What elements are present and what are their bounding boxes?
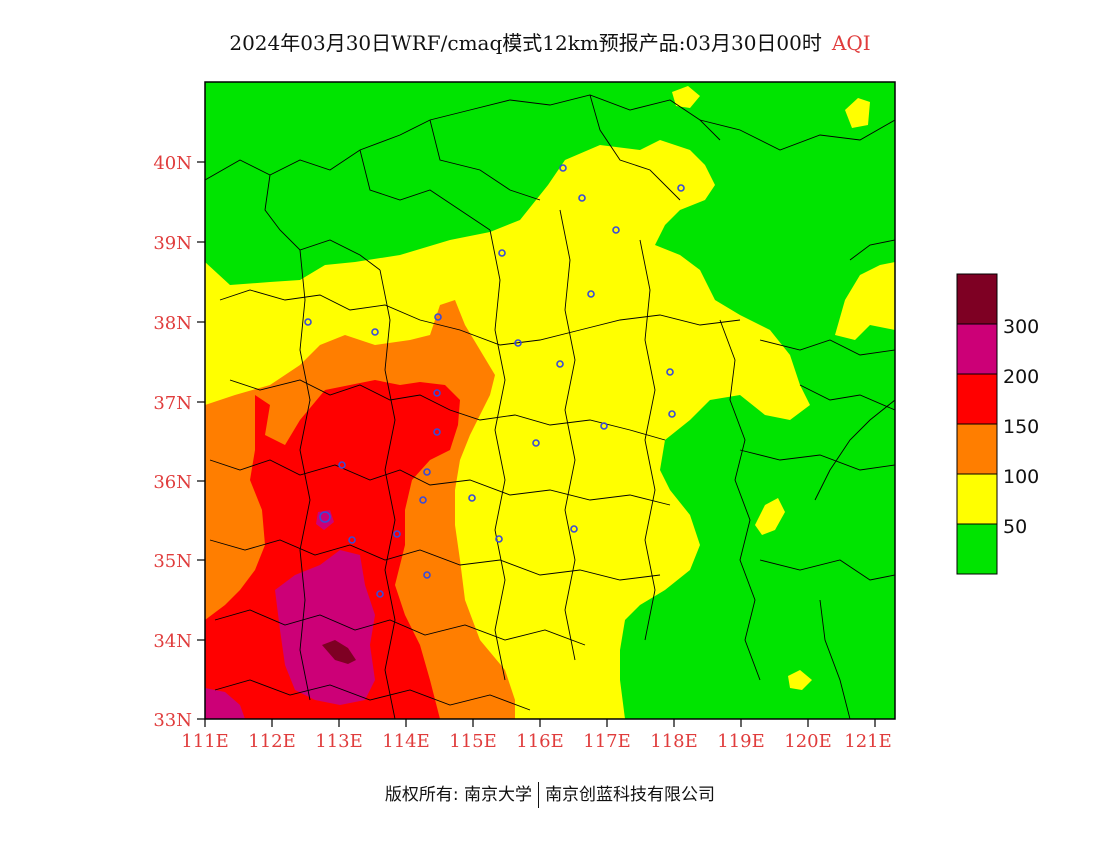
lon-tick-label: 114E (382, 731, 430, 752)
lon-tick-label: 111E (181, 731, 229, 752)
lat-tick-label: 33N (153, 710, 192, 731)
lat-tick-label: 34N (153, 631, 192, 652)
footer-company: 南京创蓝科技有限公司 (545, 785, 716, 805)
legend-swatch-unhealthy (956, 373, 998, 425)
aqi-region-moderate-east (835, 262, 895, 340)
legend-labels: 300 200 150 100 50 (1003, 316, 1039, 538)
aqi-region-moderate-patch (845, 98, 870, 128)
footer-credits: 版权所有: 南京大学 南京创蓝科技有限公司 (0, 780, 1100, 808)
lon-tick-label: 120E (784, 731, 832, 752)
lon-tick-label: 113E (315, 731, 363, 752)
lon-tick-label: 119E (717, 731, 765, 752)
aqi-field (205, 82, 895, 719)
aqi-region-moderate-coast (755, 498, 785, 535)
legend-label: 300 (1003, 316, 1039, 338)
lon-tick-label: 115E (449, 731, 497, 752)
map-title: 2024年03月30日WRF/cmaq模式12km预报产品:03月30日00时 A… (0, 27, 1100, 56)
title-main: 2024年03月30日WRF/cmaq模式12km预报产品:03月30日00时 (229, 31, 822, 55)
legend-swatch-unhealthy-sensitive (956, 423, 998, 475)
lat-tick-label: 36N (153, 472, 192, 493)
aqi-region-moderate-patch-2 (672, 86, 700, 108)
lat-tick-label: 39N (153, 233, 192, 254)
legend-colorbar (956, 273, 998, 575)
lat-tick-label: 37N (153, 393, 192, 414)
legend-label: 150 (1003, 416, 1039, 438)
plot-frame (204, 81, 896, 720)
legend-swatch-good (956, 523, 998, 575)
aqi-region-very-unhealthy-sw (205, 688, 245, 719)
legend-label: 200 (1003, 366, 1039, 388)
lat-tick-label: 35N (153, 551, 192, 572)
lat-tick-labels: 40N 39N 38N 37N 36N 35N 34N 33N (153, 153, 192, 731)
lat-tick-label: 38N (153, 313, 192, 334)
lat-axis (197, 161, 205, 720)
legend-swatch-hazardous (956, 273, 998, 325)
footer-copyright: 版权所有: 南京大学 (384, 785, 533, 805)
lon-tick-labels: 111E 112E 113E 114E 115E 116E 117E 118E … (181, 731, 892, 752)
aqi-region-moderate-patch-3 (788, 670, 812, 690)
lon-tick-label: 118E (650, 731, 698, 752)
legend-label: 50 (1003, 516, 1027, 538)
lat-tick-label: 40N (153, 153, 192, 174)
legend-swatch-moderate (956, 473, 998, 525)
title-variable: AQI (831, 31, 871, 55)
lon-tick-label: 116E (516, 731, 564, 752)
aqi-region-unhealthy (205, 380, 460, 719)
legend-swatch-very-unhealthy (956, 323, 998, 375)
aqi-region-very-unhealthy (275, 550, 375, 705)
lon-tick-label: 117E (583, 731, 631, 752)
lon-axis (204, 719, 876, 727)
legend-label: 100 (1003, 466, 1039, 488)
admin-boundaries (205, 94, 895, 719)
lon-tick-label: 112E (248, 731, 296, 752)
aqi-region-hazardous (322, 640, 356, 664)
lon-tick-label: 121E (844, 731, 892, 752)
footer-separator (538, 782, 540, 808)
city-markers (304, 164, 685, 598)
